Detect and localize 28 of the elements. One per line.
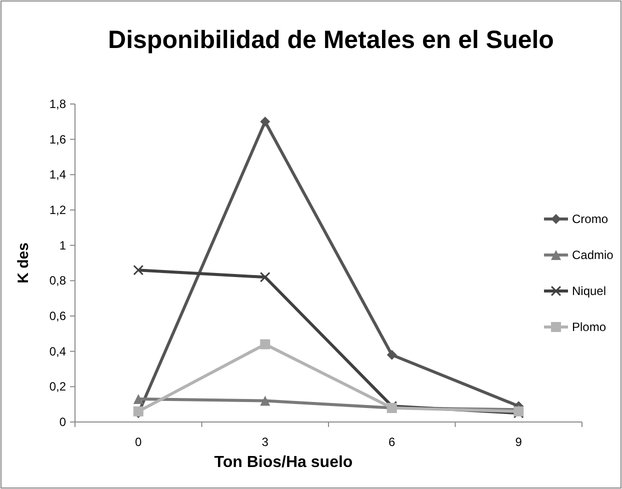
point bbox=[260, 116, 270, 127]
point bbox=[133, 394, 144, 404]
y-tick-label: 1,4 bbox=[49, 168, 66, 182]
y-tick-label: 0,4 bbox=[49, 344, 66, 358]
y-tick-label: 0,6 bbox=[49, 309, 66, 323]
y-tick-label: 1 bbox=[59, 238, 66, 252]
legend-label: Cadmio bbox=[572, 248, 614, 262]
y-tick-label: 0 bbox=[59, 415, 66, 429]
x-tick-label: 9 bbox=[515, 435, 522, 449]
point bbox=[260, 339, 270, 350]
x-tick-label: 3 bbox=[262, 435, 269, 449]
legend-label: Niquel bbox=[572, 284, 606, 298]
point bbox=[260, 272, 270, 282]
x-tick-label: 6 bbox=[388, 435, 396, 449]
y-tick-label: 0,2 bbox=[49, 380, 66, 394]
y-axis-title: K des bbox=[15, 242, 32, 284]
y-tick-label: 1,6 bbox=[49, 132, 66, 146]
y-tick-label: 0,8 bbox=[49, 274, 66, 288]
y-tick-label: 1,8 bbox=[49, 97, 66, 111]
legend-label: Plomo bbox=[572, 320, 606, 334]
point bbox=[133, 265, 144, 276]
point bbox=[386, 350, 397, 360]
x-tick-label: 0 bbox=[135, 435, 142, 449]
chart-title: Disponibilidad de Metales en el Suelo bbox=[108, 26, 554, 54]
y-tick-label: 1,2 bbox=[49, 203, 66, 217]
point bbox=[260, 396, 270, 406]
legend-label: Cromo bbox=[572, 212, 608, 226]
x-axis-title: Ton Bios/Ha suelo bbox=[214, 454, 353, 471]
